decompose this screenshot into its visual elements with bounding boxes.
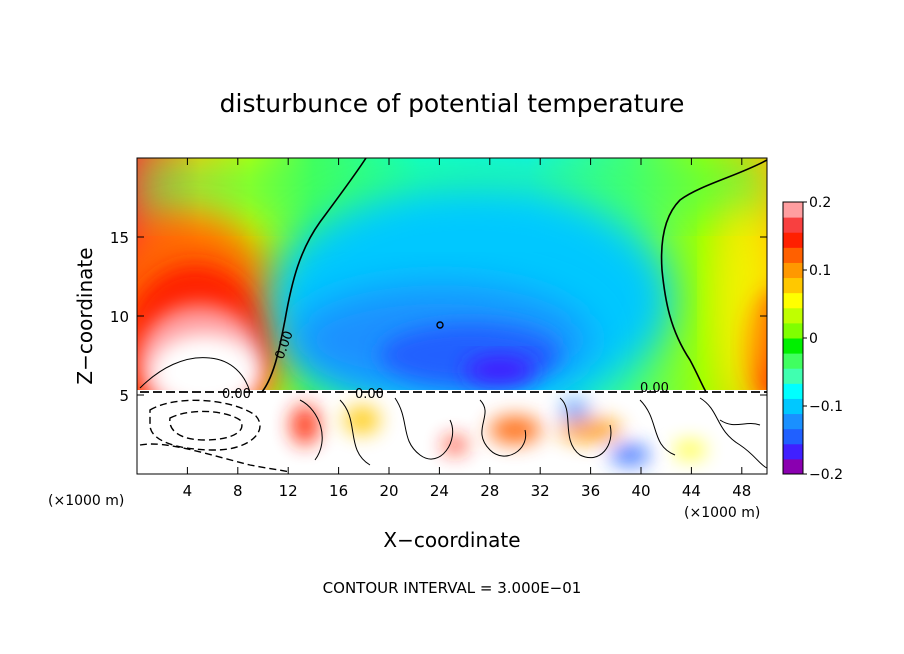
x-axis-ticks: 4 8 12 16 20 24 28 32 36 40 44 48 bbox=[183, 158, 751, 500]
colorbar-swatch bbox=[783, 413, 803, 430]
contour-label-bottom: 0.00 bbox=[222, 387, 251, 402]
dashed-cell-3 bbox=[139, 443, 291, 473]
colorbar bbox=[782, 201, 804, 475]
plot-area: 0.00 0.00 0.00 0.00 bbox=[137, 158, 767, 474]
colorbar-swatch bbox=[783, 217, 803, 233]
colorbar-swatch bbox=[783, 262, 803, 279]
boundary-layer bbox=[137, 390, 767, 474]
x-tick-label: 48 bbox=[732, 482, 751, 500]
contour-label-mid: 0.00 bbox=[355, 387, 384, 402]
chart-title: disturbunce of potential temperature bbox=[220, 89, 685, 118]
colorbar-swatch bbox=[783, 458, 803, 475]
colorbar-swatch bbox=[783, 338, 803, 354]
dashed-cell-1 bbox=[149, 399, 261, 451]
colorbar-swatch bbox=[783, 443, 803, 460]
y-axis-ticks: 5 10 15 bbox=[110, 229, 767, 405]
dashed-cell-2 bbox=[169, 410, 243, 441]
x-axis-label: X−coordinate bbox=[383, 528, 520, 552]
colorbar-swatch bbox=[783, 307, 803, 324]
colorbar-swatch bbox=[783, 322, 803, 339]
x-unit-right: (×1000 m) bbox=[684, 505, 760, 521]
y-tick-label: 5 bbox=[119, 387, 129, 405]
zero-contour-left bbox=[261, 158, 367, 393]
thin-contour-warm bbox=[139, 357, 251, 393]
x-tick-label: 4 bbox=[183, 482, 193, 500]
cool-anomaly-deep bbox=[465, 355, 535, 385]
small-dot-contour bbox=[436, 321, 444, 329]
colorbar-swatch bbox=[783, 232, 803, 248]
colorbar-tick-label: −0.1 bbox=[809, 399, 843, 415]
turbulent-patches bbox=[291, 400, 706, 465]
contour-interval-note: CONTOUR INTERVAL = 3.000E−01 bbox=[323, 579, 582, 597]
x-tick-label: 36 bbox=[581, 482, 600, 500]
colorbar-swatch bbox=[783, 383, 803, 399]
x-unit-left: (×1000 m) bbox=[48, 493, 124, 509]
y-tick-label: 10 bbox=[110, 308, 129, 326]
y-tick-label: 15 bbox=[110, 229, 129, 247]
colorbar-swatch bbox=[783, 398, 803, 415]
colorbar-swatch bbox=[783, 277, 803, 294]
colorbar-tick-label: 0.1 bbox=[809, 263, 831, 279]
colorbar-swatch bbox=[783, 368, 803, 384]
zero-contour-right bbox=[660, 159, 767, 393]
x-tick-label: 12 bbox=[279, 482, 298, 500]
solid-eddies bbox=[299, 397, 767, 469]
x-tick-label: 40 bbox=[631, 482, 650, 500]
right-yellow-edge bbox=[715, 200, 767, 400]
colorbar-swatch bbox=[783, 247, 803, 263]
colorbar-ticks: 0.2 0.1 0 −0.1 −0.2 bbox=[803, 195, 843, 483]
colorbar-tick-label: 0 bbox=[809, 331, 818, 347]
colorbar-tick-label: −0.2 bbox=[809, 467, 843, 483]
y-axis-label: Z−coordinate bbox=[73, 247, 97, 384]
colorbar-swatch bbox=[783, 292, 803, 309]
x-tick-label: 32 bbox=[531, 482, 550, 500]
contour-lines bbox=[139, 158, 767, 473]
x-tick-label: 8 bbox=[233, 482, 243, 500]
contour-label-right: 0.00 bbox=[640, 381, 669, 396]
colorbar-tick-label: 0.2 bbox=[809, 195, 831, 211]
colorbar-swatch bbox=[783, 202, 803, 218]
colorbar-swatch bbox=[783, 428, 803, 445]
x-tick-label: 28 bbox=[480, 482, 499, 500]
x-tick-label: 20 bbox=[379, 482, 398, 500]
colorbar-swatch bbox=[783, 353, 803, 369]
x-tick-label: 16 bbox=[329, 482, 348, 500]
x-tick-label: 24 bbox=[430, 482, 449, 500]
x-tick-label: 44 bbox=[682, 482, 701, 500]
